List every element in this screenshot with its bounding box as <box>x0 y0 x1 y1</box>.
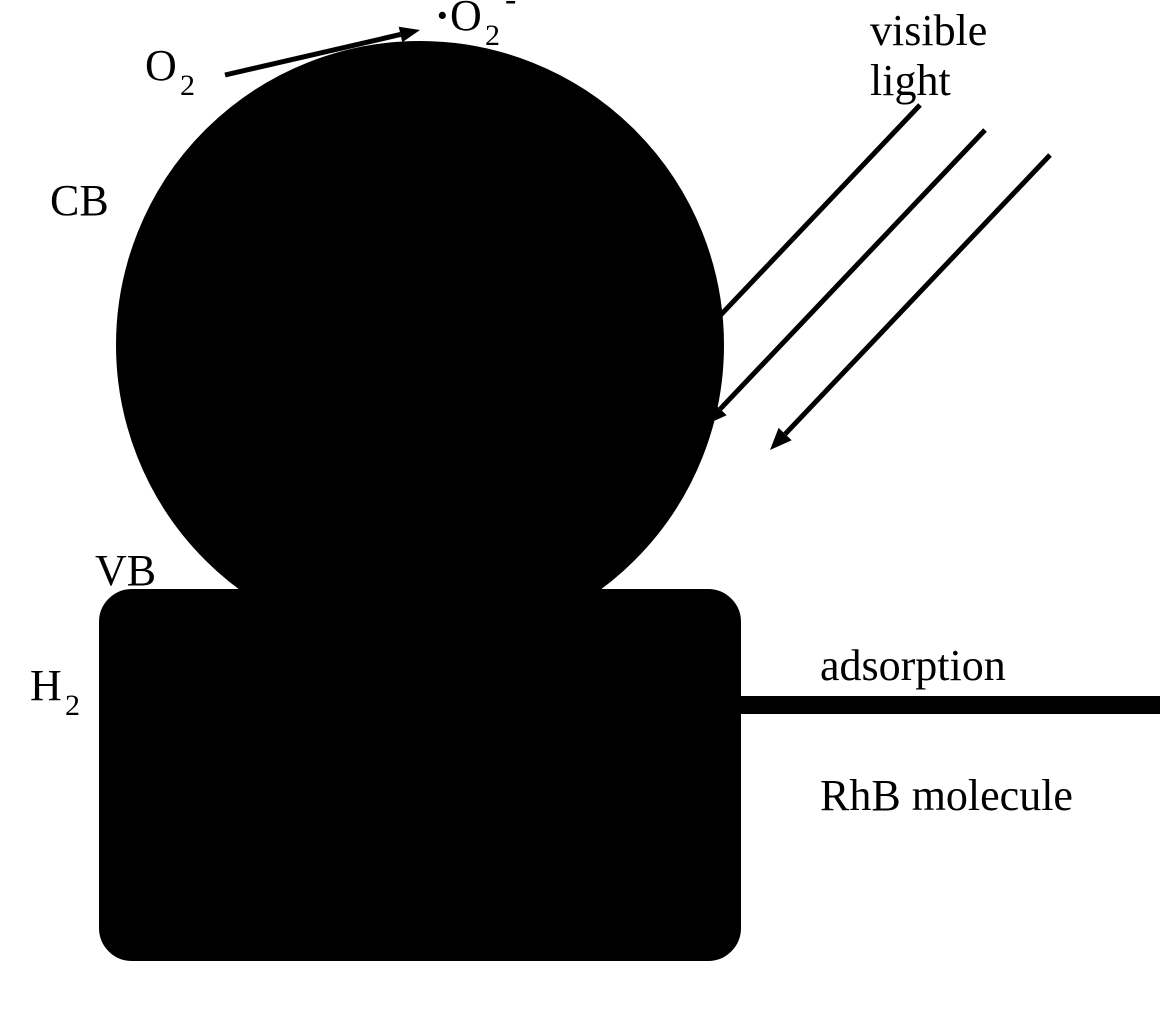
label-o2m_sup: - <box>505 0 516 18</box>
label-h2: H <box>30 661 62 710</box>
label-o2: O <box>145 41 177 90</box>
label-vb: VB <box>95 546 156 595</box>
label-h2_sub: 2 <box>65 689 80 722</box>
label-o2_sub: 2 <box>180 69 195 102</box>
label-adsorption: adsorption <box>820 641 1006 690</box>
label-cb: CB <box>50 176 109 225</box>
label-light: light <box>870 56 951 105</box>
label-visible: visible <box>870 6 987 55</box>
label-rhb: RhB molecule <box>820 771 1073 820</box>
label-o2m: O <box>450 0 482 40</box>
label-dot: · <box>435 0 450 40</box>
label-o2m_sub: 2 <box>485 19 500 52</box>
diagram-canvas: visiblelightO2·O2-CBVBH2adsorptionRhB mo… <box>0 0 1165 1009</box>
particle-circle <box>117 42 723 648</box>
diagram-layer: visiblelightO2·O2-CBVBH2adsorptionRhB mo… <box>30 0 1160 960</box>
